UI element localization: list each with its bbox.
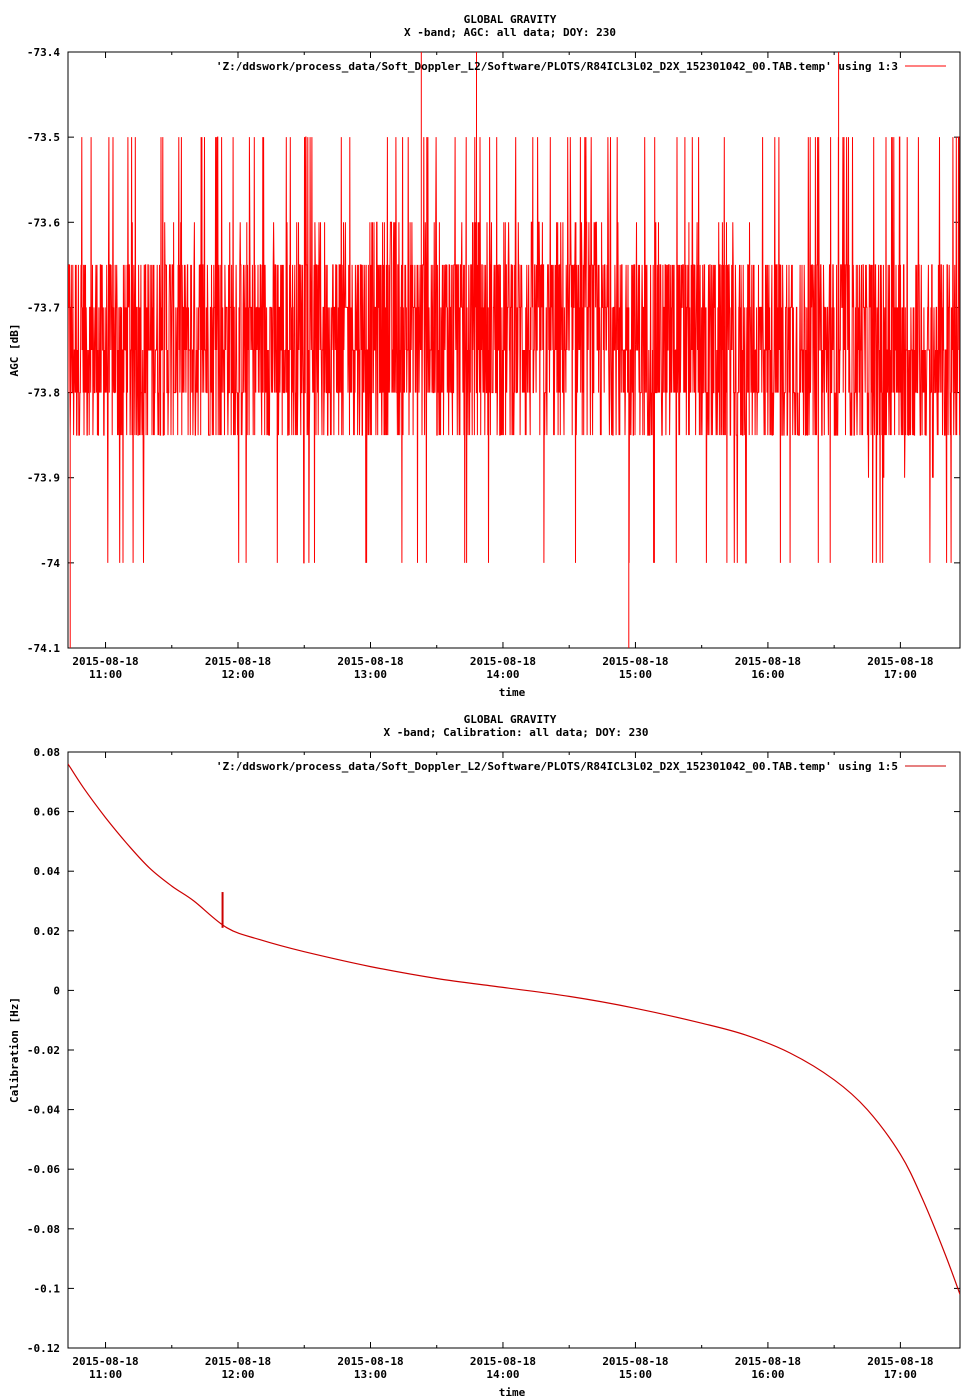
agc-chart: GLOBAL GRAVITY X -band; AGC: all data; D… — [8, 13, 961, 699]
agc-y-tick-label: -73.7 — [27, 301, 60, 314]
cal-y-axis: 0.08 0.06 0.04 0.02 0 -0.02 -0.04 -0.06 -0.08 -0.… — [27, 746, 960, 1355]
agc-y-tick-label: -73.4 — [27, 46, 60, 59]
agc-legend-label: 'Z:/ddswork/process_data/Soft_Doppler_L2… — [216, 60, 898, 73]
agc-x-tick-time: 17:00 — [884, 668, 917, 681]
cal-y-tick-label: -0.08 — [27, 1223, 60, 1236]
agc-x-tick-date: 2015-08-18 — [602, 655, 668, 668]
agc-x-tick-time: 14:00 — [486, 668, 519, 681]
cal-x-tick-time: 13:00 — [354, 1368, 387, 1381]
cal-x-axis-label: time — [499, 1386, 526, 1399]
cal-series-line — [68, 763, 960, 1295]
agc-x-tick-time: 15:00 — [619, 668, 652, 681]
cal-legend-label: 'Z:/ddswork/process_data/Soft_Doppler_L2… — [216, 760, 898, 773]
cal-x-tick-date: 2015-08-18 — [602, 1355, 668, 1368]
cal-x-tick-date: 2015-08-18 — [337, 1355, 403, 1368]
cal-y-tick-label: 0.02 — [34, 925, 61, 938]
cal-chart-subtitle: X -band; Calibration: all data; DOY: 230 — [384, 726, 649, 739]
agc-x-axis: 2015-08-1811:002015-08-1812:002015-08-18… — [72, 52, 934, 681]
agc-chart-subtitle: X -band; AGC: all data; DOY: 230 — [404, 26, 616, 39]
cal-chart-title: GLOBAL GRAVITY — [464, 713, 557, 726]
agc-x-tick-date: 2015-08-18 — [205, 655, 271, 668]
cal-x-tick-date: 2015-08-18 — [735, 1355, 801, 1368]
cal-y-tick-label: -0.1 — [34, 1282, 61, 1295]
cal-x-tick-time: 12:00 — [221, 1368, 254, 1381]
cal-y-tick-label: -0.04 — [27, 1104, 60, 1117]
agc-y-tick-label: -74.1 — [27, 642, 60, 655]
agc-x-axis-label: time — [499, 686, 526, 699]
cal-x-tick-date: 2015-08-18 — [72, 1355, 138, 1368]
cal-x-tick-date: 2015-08-18 — [867, 1355, 933, 1368]
agc-chart-title: GLOBAL GRAVITY — [464, 13, 557, 26]
cal-x-tick-time: 11:00 — [89, 1368, 122, 1381]
agc-x-tick-date: 2015-08-18 — [470, 655, 536, 668]
agc-y-tick-label: -73.6 — [27, 216, 60, 229]
agc-y-tick-label: -74 — [40, 557, 60, 570]
agc-x-tick-date: 2015-08-18 — [867, 655, 933, 668]
agc-legend: 'Z:/ddswork/process_data/Soft_Doppler_L2… — [216, 60, 946, 73]
agc-series-line — [68, 52, 960, 648]
agc-x-tick-date: 2015-08-18 — [735, 655, 801, 668]
cal-x-axis: 2015-08-1811:002015-08-1812:002015-08-18… — [72, 752, 934, 1381]
agc-x-tick-date: 2015-08-18 — [72, 655, 138, 668]
cal-x-tick-time: 16:00 — [751, 1368, 784, 1381]
cal-x-tick-time: 15:00 — [619, 1368, 652, 1381]
cal-y-tick-label: -0.12 — [27, 1342, 60, 1355]
agc-x-tick-time: 16:00 — [751, 668, 784, 681]
agc-y-tick-label: -73.9 — [27, 472, 60, 485]
agc-y-axis-label: AGC [dB] — [8, 324, 21, 377]
cal-y-axis-label: Calibration [Hz] — [8, 997, 21, 1103]
cal-x-tick-time: 17:00 — [884, 1368, 917, 1381]
cal-plot-frame — [67, 751, 961, 1349]
cal-y-tick-label: -0.02 — [27, 1044, 60, 1057]
cal-legend: 'Z:/ddswork/process_data/Soft_Doppler_L2… — [216, 760, 946, 773]
cal-y-tick-label: 0 — [53, 984, 60, 997]
agc-y-tick-label: -73.5 — [27, 131, 60, 144]
cal-x-tick-date: 2015-08-18 — [205, 1355, 271, 1368]
agc-x-tick-time: 13:00 — [354, 668, 387, 681]
calibration-chart: GLOBAL GRAVITY X -band; Calibration: all… — [8, 713, 961, 1399]
agc-y-tick-label: -73.8 — [27, 387, 60, 400]
agc-x-tick-time: 11:00 — [89, 668, 122, 681]
cal-y-tick-label: 0.06 — [34, 806, 61, 819]
agc-x-tick-time: 12:00 — [221, 668, 254, 681]
agc-y-axis: -73.4 -73.5 -73.6 -73.7 -73.8 -73.9 -74 -74.1 — [27, 46, 960, 655]
cal-x-tick-date: 2015-08-18 — [470, 1355, 536, 1368]
agc-x-tick-date: 2015-08-18 — [337, 655, 403, 668]
cal-y-tick-label: -0.06 — [27, 1163, 60, 1176]
cal-y-tick-label: 0.04 — [34, 865, 61, 878]
cal-y-tick-label: 0.08 — [34, 746, 61, 759]
cal-x-tick-time: 14:00 — [486, 1368, 519, 1381]
